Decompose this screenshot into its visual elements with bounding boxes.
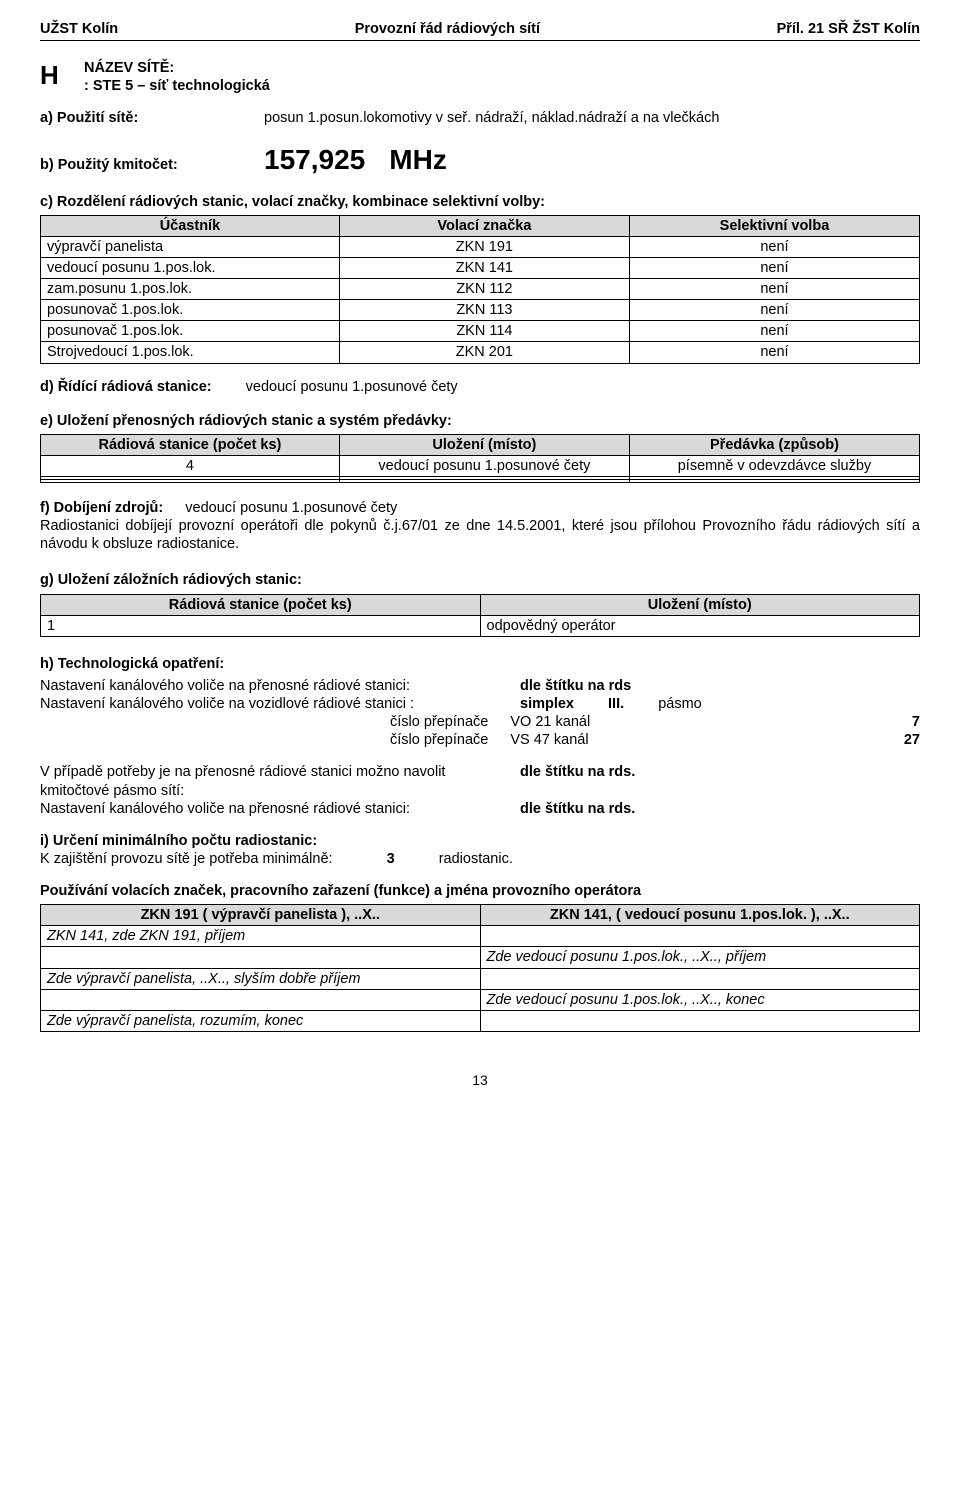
section-c-title: c) Rozdělení rádiových stanic, volací zn…	[40, 193, 920, 211]
col-header: Účastník	[41, 215, 340, 236]
h-line4-left: číslo přepínače	[390, 732, 488, 748]
section-d-value: vedoucí posunu 1.posunové čety	[246, 379, 458, 395]
section-a-label: a) Použití sítě:	[40, 109, 260, 127]
h-para1-left: V případě potřeby je na přenosné rádiové…	[40, 763, 520, 781]
col-header: Selektivní volba	[629, 215, 919, 236]
section-d-label: d) Řídící rádiová stanice:	[40, 379, 212, 395]
section-a: a) Použití sítě: posun 1.posun.lokomotiv…	[40, 109, 920, 127]
section-f: f) Dobíjení zdrojů: vedoucí posunu 1.pos…	[40, 499, 920, 553]
h-line2-right-b: III.	[608, 696, 624, 712]
section-e-title: e) Uložení přenosných rádiových stanic a…	[40, 412, 920, 430]
section-e: e) Uložení přenosných rádiových stanic a…	[40, 412, 920, 483]
section-g-title: g) Uložení záložních rádiových stanic:	[40, 571, 920, 589]
header-left: UŽST Kolín	[40, 20, 118, 38]
section-h-extra: V případě potřeby je na přenosné rádiové…	[40, 763, 920, 817]
h-para2: kmitočtové pásmo sítí:	[40, 782, 920, 800]
h-line3-right: 7	[912, 713, 920, 731]
h-line2-right-c: pásmo	[658, 696, 702, 712]
h-line2-right-a: simplex	[520, 696, 574, 712]
section-f-value: vedoucí posunu 1.posunové čety	[185, 500, 397, 516]
network-letter: H	[40, 59, 80, 92]
section-h-body: Nastavení kanálového voliče na přenosné …	[40, 677, 920, 750]
network-name: : STE 5 – síť technologická	[84, 77, 270, 95]
section-i-text-left: K zajištění provozu sítě je potřeba mini…	[40, 851, 333, 867]
page-header: UŽST Kolín Provozní řád rádiových sítí P…	[40, 20, 920, 41]
col-header: Předávka (způsob)	[629, 434, 919, 455]
h-line2-left: Nastavení kanálového voliče na vozidlové…	[40, 695, 520, 713]
section-f-paragraph: Radiostanici dobíjejí provozní operátoři…	[40, 517, 920, 553]
header-center: Provozní řád rádiových sítí	[355, 20, 540, 38]
section-b-label: b) Použitý kmitočet:	[40, 156, 260, 174]
conv-header-right: ZKN 141, ( vedoucí posunu 1.pos.lok. ), …	[480, 905, 920, 926]
h-line1-right: dle štítku na rds	[520, 677, 631, 695]
section-f-label: f) Dobíjení zdrojů:	[40, 500, 163, 516]
backup-table: Rádiová stanice (počet ks) Uložení (míst…	[40, 594, 920, 637]
page-number: 13	[40, 1072, 920, 1090]
section-b: b) Použitý kmitočet: 157,925 MHz	[40, 142, 920, 177]
conversation-block: Používání volacích značek, pracovního za…	[40, 882, 920, 1032]
section-i-text-right: radiostanic.	[439, 851, 513, 867]
section-c: c) Rozdělení rádiových stanic, volací zn…	[40, 193, 920, 364]
section-a-text: posun 1.posun.lokomotivy v seř. nádraží,…	[264, 110, 719, 126]
header-right: Příl. 21 SŘ ŽST Kolín	[777, 20, 920, 38]
col-header: Rádiová stanice (počet ks)	[41, 434, 340, 455]
h-line4-right: 27	[904, 731, 920, 749]
col-header: Rádiová stanice (počet ks)	[41, 594, 481, 615]
section-i: i) Určení minimálního počtu radiostanic:…	[40, 832, 920, 868]
title-block: H NÁZEV SÍTĚ: : STE 5 – síť technologick…	[40, 59, 920, 95]
h-line3-mid: VO 21 kanál	[510, 714, 590, 730]
h-line4-mid: VS 47 kanál	[510, 732, 588, 748]
conv-header-left: ZKN 191 ( výpravčí panelista ), ..X..	[41, 905, 481, 926]
h-line1-left: Nastavení kanálového voliče na přenosné …	[40, 677, 520, 695]
section-i-count: 3	[387, 851, 395, 867]
participants-table: Účastník Volací značka Selektivní volba …	[40, 215, 920, 364]
conversation-title: Používání volacích značek, pracovního za…	[40, 882, 920, 900]
h-para3-right: dle štítku na rds.	[520, 800, 635, 818]
section-d: d) Řídící rádiová stanice: vedoucí posun…	[40, 378, 920, 396]
h-para3-left: Nastavení kanálového voliče na přenosné …	[40, 800, 520, 818]
storage-handover-table: Rádiová stanice (počet ks) Uložení (míst…	[40, 434, 920, 483]
frequency-unit: MHz	[389, 144, 447, 175]
frequency-value: 157,925	[264, 144, 365, 175]
col-header: Uložení (místo)	[339, 434, 629, 455]
col-header: Volací značka	[339, 215, 629, 236]
title-label: NÁZEV SÍTĚ:	[84, 59, 270, 77]
h-para1-right: dle štítku na rds.	[520, 763, 635, 781]
col-header: Uložení (místo)	[480, 594, 920, 615]
section-i-title: i) Určení minimálního počtu radiostanic:	[40, 832, 920, 850]
h-line3-left: číslo přepínače	[390, 714, 488, 730]
conversation-table: ZKN 191 ( výpravčí panelista ), ..X.. ZK…	[40, 904, 920, 1032]
section-h-title: h) Technologická opatření:	[40, 655, 920, 673]
